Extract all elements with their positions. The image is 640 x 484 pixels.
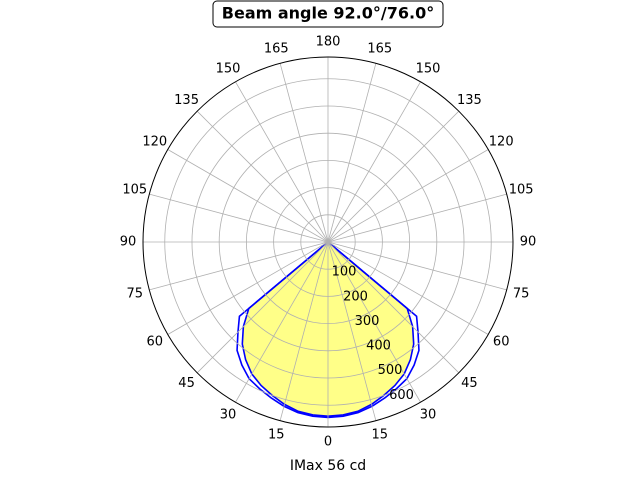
- theta-tick-label: 105: [122, 183, 147, 198]
- theta-tick-label: 45: [178, 376, 195, 391]
- theta-tick-label: 15: [268, 428, 285, 443]
- theta-tick-label: 120: [489, 135, 514, 150]
- grid-spoke: [235, 81, 329, 243]
- chart-title: Beam angle 92.0°/76.0°: [222, 4, 434, 23]
- grid-spoke: [327, 241, 507, 291]
- r-tick-label: 100: [332, 265, 357, 280]
- theta-tick-label: 150: [216, 61, 241, 76]
- grid-spoke: [327, 241, 489, 335]
- theta-tick-label: 180: [316, 35, 341, 50]
- grid-spoke: [167, 241, 329, 335]
- theta-tick-label: 165: [367, 41, 392, 56]
- grid-spoke: [279, 63, 329, 243]
- r-tick-label: 400: [366, 339, 391, 354]
- theta-tick-label: 90: [120, 235, 137, 250]
- r-tick-label: 500: [378, 363, 403, 378]
- r-tick-label: 300: [355, 314, 380, 329]
- theta-tick-label: 90: [520, 235, 537, 250]
- grid-spoke: [279, 241, 329, 421]
- theta-tick-label: 75: [513, 286, 530, 301]
- grid-spoke: [235, 241, 329, 403]
- grid-spoke: [196, 110, 329, 243]
- theta-tick-label: 105: [509, 183, 534, 198]
- theta-tick-label: 30: [220, 408, 237, 423]
- x-axis-label: IMax 56 cd: [290, 458, 366, 474]
- grid-spoke: [327, 63, 377, 243]
- grid-spoke: [327, 149, 489, 243]
- theta-tick-label: 60: [493, 335, 510, 350]
- theta-tick-label: 15: [371, 428, 388, 443]
- grid-spoke: [327, 110, 460, 243]
- theta-tick-label: 0: [324, 435, 332, 450]
- theta-tick-label: 30: [420, 408, 437, 423]
- theta-tick-label: 135: [174, 93, 199, 108]
- theta-tick-label: 45: [461, 376, 478, 391]
- grid-spoke: [196, 241, 329, 374]
- r-tick-label: 200: [343, 289, 368, 304]
- theta-tick-label: 135: [457, 93, 482, 108]
- polar-frame: [142, 56, 514, 428]
- grid-spoke: [327, 241, 421, 403]
- grid-spoke: [327, 241, 377, 421]
- theta-tick-label: 120: [142, 135, 167, 150]
- grid-spoke: [167, 149, 329, 243]
- grid-spoke: [327, 193, 507, 243]
- theta-tick-label: 165: [264, 41, 289, 56]
- theta-tick-label: 75: [127, 286, 144, 301]
- r-tick-label: 600: [389, 388, 414, 403]
- grid-spoke: [327, 81, 421, 243]
- theta-tick-label: 60: [147, 335, 164, 350]
- title-box: [212, 0, 444, 28]
- grid-spoke: [149, 241, 329, 291]
- grid-spoke: [149, 193, 329, 243]
- theta-tick-label: 150: [416, 61, 441, 76]
- grid-spoke: [327, 241, 460, 374]
